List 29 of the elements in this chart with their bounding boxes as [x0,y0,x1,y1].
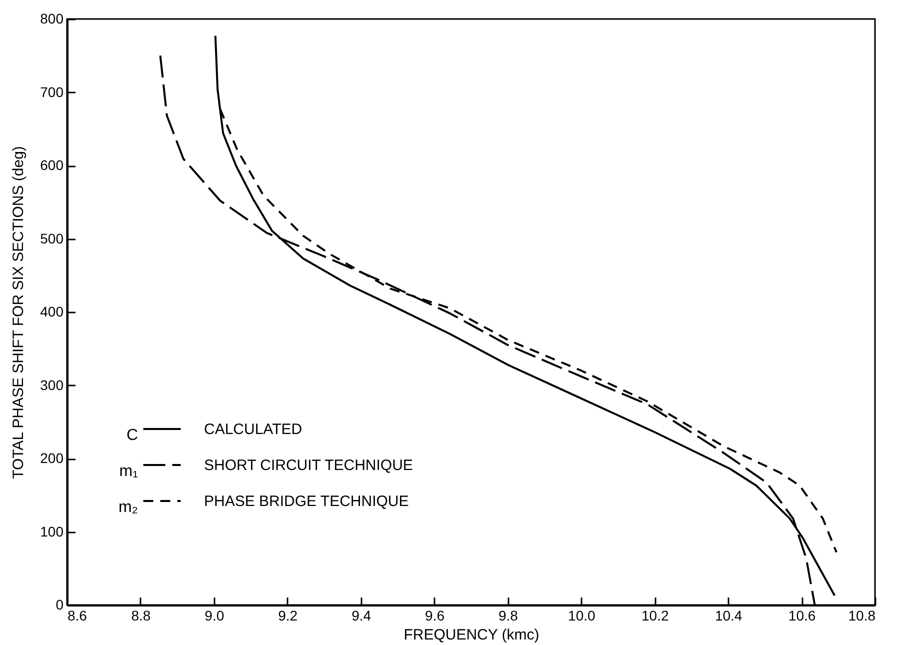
x-tick-label: 9.8 [498,608,518,624]
x-tick-label: 9.4 [352,608,372,624]
annotation: m₂ [118,499,138,516]
y-tick-label: 0 [56,596,64,612]
x-tick-label: 10.2 [642,608,669,624]
x-tick-label: 8.6 [68,608,88,624]
x-tick-label: 10.8 [848,608,876,624]
x-tick-label: 8.8 [131,608,151,624]
y-tick-label: 200 [40,450,64,466]
x-tick-label: 9.2 [278,608,298,624]
y-tick-label: 400 [40,304,64,320]
y-tick-label: 300 [40,376,64,393]
y-tick-label: 700 [40,84,64,100]
annotation: C [126,427,138,444]
x-tick-label: 9.6 [425,608,445,624]
x-tick-label: 9.0 [204,608,224,624]
y-tick-label: 100 [40,523,64,540]
y-tick-label: 500 [40,230,64,246]
x-axis-title: FREQUENCY (kmc) [404,626,540,644]
x-tick-label: 10.4 [714,608,742,624]
y-axis-title: TOTAL PHASE SHIFT FOR SIX SECTIONS (deg) [10,146,28,479]
annotation: m₁ [119,463,138,480]
x-tick-label: 10.6 [788,608,816,624]
y-tick-label: 800 [40,10,64,26]
legend-label: CALCULATED [204,421,302,438]
x-tick-label: 10.0 [568,608,596,624]
y-tick-label: 600 [40,157,64,173]
legend-label: PHASE BRIDGE TECHNIQUE [204,493,409,510]
legend-label: SHORT CIRCUIT TECHNIQUE [204,457,413,474]
